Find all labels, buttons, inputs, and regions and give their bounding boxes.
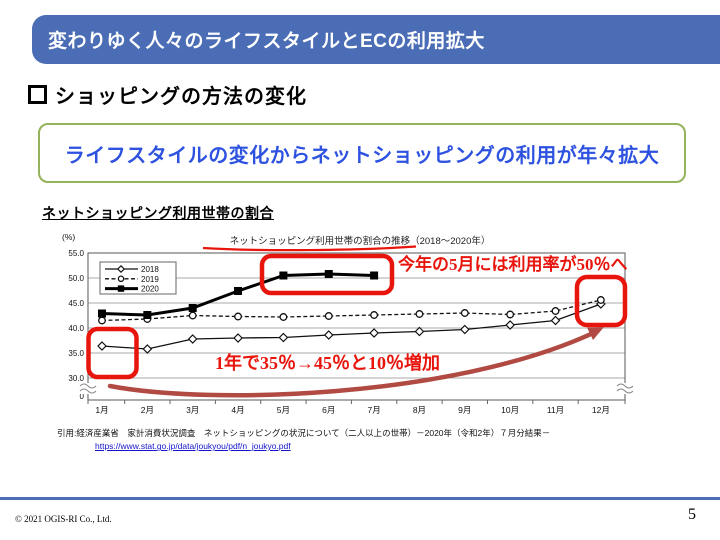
marker-diamond <box>459 324 470 335</box>
x-tick-label: 5月 <box>277 405 290 415</box>
y-tick-label: 30.0 <box>68 374 84 383</box>
x-tick-label: 9月 <box>458 405 471 415</box>
axis-break-icon <box>616 388 634 394</box>
marker-diamond <box>116 264 126 274</box>
chart-area: 55.0 50.0 45.0 40.0 35.0 30.0 0 1月 2月 3月 4月 5月 6月 7月 8… <box>60 228 680 425</box>
x-tick-label: 1月 <box>95 405 108 415</box>
marker-circle <box>324 312 333 320</box>
citation-link[interactable]: https://www.stat.go.jp/data/joukyou/pdf/… <box>95 441 291 452</box>
plot-frame <box>87 252 626 401</box>
marker-circle <box>234 312 242 321</box>
net-shopping-line-chart: 55.0 50.0 45.0 40.0 35.0 30.0 0 1月 2月 3月 4月 5月 6月 7月 8… <box>62 232 634 415</box>
y-axis-unit-label: (%) <box>62 232 75 242</box>
x-tick-label: 7月 <box>367 405 380 415</box>
red-highlight-2020-may-jul <box>259 253 395 296</box>
marker-circle <box>98 316 106 325</box>
series-2019-line <box>101 299 602 322</box>
red-highlight-jan-2018 <box>86 326 139 380</box>
marker-circle <box>415 310 424 318</box>
marker-diamond <box>278 332 289 343</box>
section-heading: ショッピングの方法の変化 <box>28 80 307 109</box>
y-axis-zero-label: 0 <box>80 392 85 401</box>
marker-diamond <box>233 333 243 343</box>
x-tick-label: 11月 <box>547 405 564 415</box>
marker-diamond <box>505 320 515 330</box>
marker-square <box>117 285 125 292</box>
marker-diamond <box>323 330 334 340</box>
x-tick-label: 4月 <box>231 405 244 415</box>
callout-box: ライフスタイルの変化からネットショッピングの利用が年々拡大 <box>38 123 686 183</box>
marker-circle <box>188 311 197 320</box>
marker-diamond <box>414 326 425 337</box>
legend-label: 2020 <box>141 285 159 294</box>
red-highlight-december <box>574 274 628 328</box>
copyright: © 2021 OGIS-RI Co., Ltd. <box>15 514 112 524</box>
series-2018-line <box>101 303 602 350</box>
marker-circle <box>506 310 515 319</box>
x-tick-label: 12月 <box>592 405 610 415</box>
y-tick-label: 35.0 <box>68 349 84 358</box>
page-number: 5 <box>688 506 696 523</box>
trend-arrow <box>107 331 594 398</box>
marker-square <box>143 311 152 319</box>
marker-circle <box>596 296 605 304</box>
annotation-10pct-increase: 1年で35％→45％と10％増加 <box>215 352 440 373</box>
legend-label: 2018 <box>141 265 159 274</box>
citation: 引用:経済産業省 家計消費状況調査 ネットショッピングの状況について（二人以上の… <box>57 427 550 453</box>
section-heading-text: ショッピングの方法の変化 <box>55 86 307 108</box>
marker-square <box>279 271 288 280</box>
y-tick-label: 45.0 <box>68 299 84 308</box>
legend-label: 2019 <box>141 275 159 284</box>
x-tick-label: 8月 <box>413 405 426 415</box>
x-tick-label: 3月 <box>186 405 199 415</box>
slide-title-bar: 変わりゆく人々のライフスタイルとECの利用拡大 <box>32 15 720 64</box>
marker-circle <box>460 309 469 317</box>
citation-text: 引用:経済産業省 家計消費状況調査 ネットショッピングの状況について（二人以上の… <box>57 428 551 438</box>
slide-title: 変わりゆく人々のライフスタイルとECの利用拡大 <box>48 31 485 52</box>
marker-circle <box>279 313 288 321</box>
marker-square <box>234 287 243 295</box>
marker-square <box>188 304 197 312</box>
y-tick-label: 55.0 <box>68 249 84 258</box>
marker-diamond <box>97 341 107 351</box>
y-tick-label: 40.0 <box>68 324 84 333</box>
marker-square <box>324 270 333 278</box>
annotation-may-50pct: 今年の5月には利用率が50％へ <box>398 254 628 274</box>
square-bullet-icon <box>28 85 47 104</box>
axis-break-icon <box>79 388 97 394</box>
x-tick-label: 2月 <box>141 405 154 415</box>
trend-arrow-head <box>587 327 604 340</box>
marker-diamond <box>142 344 153 354</box>
marker-diamond <box>187 334 198 344</box>
marker-square <box>370 271 379 280</box>
marker-circle <box>551 307 560 315</box>
marker-diamond <box>550 315 561 326</box>
chart-subtitle: ネットショッピング利用世帯の割合 <box>42 207 274 222</box>
marker-square <box>98 309 106 318</box>
marker-circle <box>370 311 379 319</box>
callout-text: ライフスタイルの変化からネットショッピングの利用が年々拡大 <box>64 144 660 167</box>
chart-title: ネットショッピング利用世帯の割合の推移（2018～2020年） <box>230 235 491 247</box>
x-tick-label: 10月 <box>501 405 519 415</box>
axis-break-mask <box>617 383 633 394</box>
x-tick-label: 6月 <box>322 405 335 415</box>
axis-break-icon <box>616 383 634 389</box>
axis-break-mask <box>80 383 96 394</box>
y-tick-label: 50.0 <box>68 274 84 283</box>
title-red-underline <box>202 245 417 252</box>
marker-circle <box>117 275 125 283</box>
axis-break-icon <box>79 383 97 389</box>
footer-divider <box>0 497 720 500</box>
marker-diamond <box>369 328 379 338</box>
